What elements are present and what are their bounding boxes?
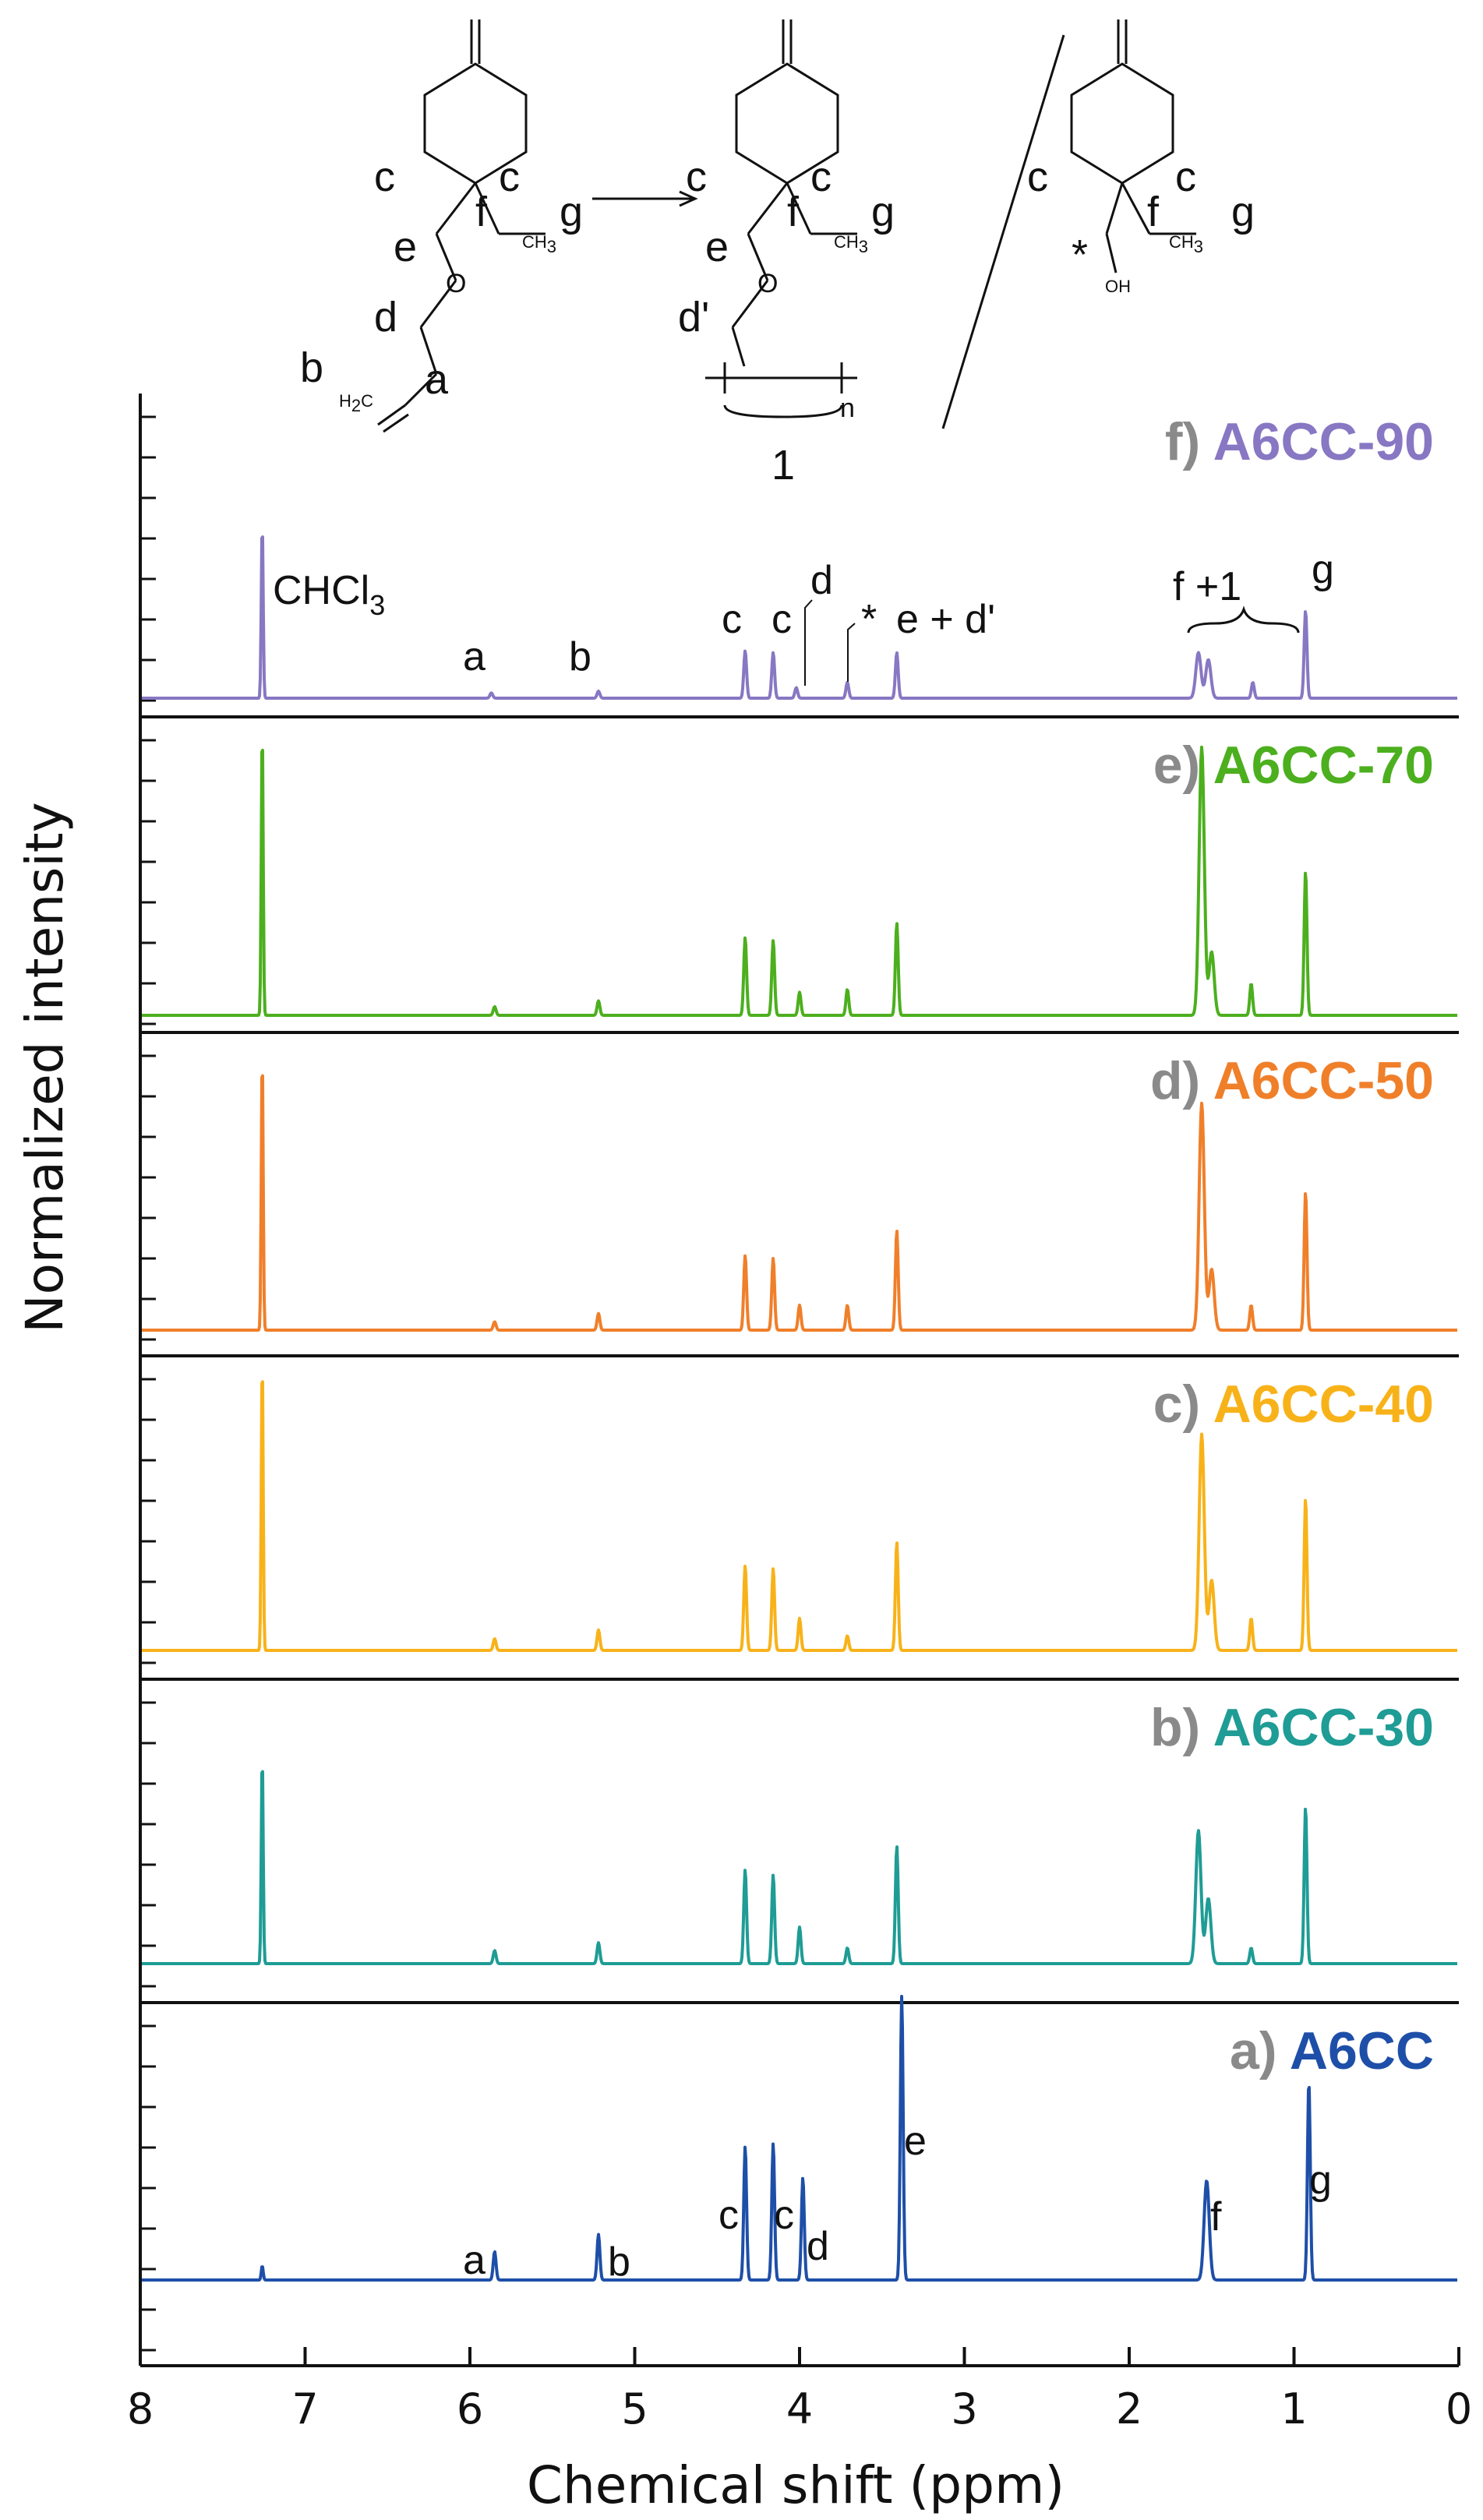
scheme-label: g <box>1231 189 1255 235</box>
panel-title-e: e) A6CC-70 <box>1153 736 1434 795</box>
h2c-label: H2C <box>339 391 373 415</box>
peak-label-c: c <box>719 2193 739 2238</box>
x-axis-title: Chemical shift (ppm) <box>527 2455 1065 2515</box>
x-tick-label: 8 <box>127 2384 154 2434</box>
scheme-label: b <box>300 344 323 391</box>
peak-label-g: g <box>1312 547 1334 592</box>
x-tick-label: 3 <box>951 2384 977 2434</box>
scheme-label: d <box>374 294 397 341</box>
panel-title-c: c) A6CC-40 <box>1153 1375 1434 1434</box>
peak-label-b: b <box>569 634 591 679</box>
scheme-label: c <box>686 154 707 200</box>
scheme-separator <box>941 34 1065 429</box>
peak-bracket <box>1187 605 1300 634</box>
x-tick-label: 6 <box>457 2384 483 2434</box>
scheme-label: g <box>871 189 895 235</box>
spectrum-line-c <box>141 1380 1458 1652</box>
scheme-label: f <box>1147 189 1160 235</box>
peak-label-c: c <box>774 2193 794 2238</box>
x-tick-label: 7 <box>291 2384 318 2434</box>
scheme-text: c c f g e d b a H2C CH3 O c c f g e d' C… <box>300 154 1255 489</box>
y-ticks <box>140 415 156 2352</box>
ch3-label: CH3 <box>1169 232 1203 256</box>
annotations-f: CHCl3 a b c c d * e + d' f +1 g <box>273 547 1334 686</box>
peak-label-b: b <box>608 2239 630 2285</box>
peak-label-g: g <box>1309 2158 1332 2203</box>
o-atom: O <box>446 269 466 298</box>
scheme-label: c <box>374 154 395 200</box>
peak-label-a: a <box>463 634 486 679</box>
repeat-n: n <box>840 394 855 423</box>
reaction-scheme <box>377 19 1196 433</box>
panel-title-a: a) A6CC <box>1230 2021 1434 2081</box>
x-tick-label: 1 <box>1280 2384 1307 2434</box>
peak-label-d: d <box>810 558 833 603</box>
panel-title-b: b) A6CC-30 <box>1150 1698 1434 1757</box>
x-tick-label: 5 <box>621 2384 648 2434</box>
x-tick-label: 4 <box>786 2384 813 2434</box>
scheme-label: a <box>425 356 449 403</box>
scheme-label: f <box>475 189 488 235</box>
x-ticks: 8 7 6 5 4 3 2 1 0 <box>127 2347 1472 2434</box>
peak-label-d: d <box>807 2224 829 2269</box>
annotations-a: a b c c d e f g <box>463 2119 1332 2285</box>
panel-title-f: f) A6CC-90 <box>1165 412 1434 471</box>
o-atom: O <box>757 269 778 298</box>
scheme-label: c <box>499 154 520 200</box>
leader-line <box>847 623 856 682</box>
peak-label-c: c <box>722 597 742 642</box>
peak-label-a: a <box>463 2238 486 2283</box>
oh-label: OH <box>1105 277 1131 296</box>
spectra <box>141 535 1458 2282</box>
scheme-label: c <box>810 154 832 200</box>
polymer-structure <box>705 19 857 418</box>
spectrum-line-f <box>141 535 1458 700</box>
x-tick-label: 2 <box>1116 2384 1142 2434</box>
panel-titles: f) A6CC-90 e) A6CC-70 d) A6CC-50 c) A6CC-40… <box>1150 412 1434 2081</box>
spectrum-line-a <box>141 1995 1458 2282</box>
peak-label-e-d: e + d' <box>896 597 995 642</box>
byproduct-structure <box>1070 19 1196 274</box>
scheme-label: c <box>1027 154 1048 200</box>
peak-label-f: f <box>1210 2194 1222 2239</box>
peak-label-c: c <box>772 597 792 642</box>
spectrum-line-e <box>141 745 1458 1017</box>
scheme-label: g <box>560 189 583 235</box>
spectrum-line-b <box>141 1770 1458 1965</box>
peak-label-f1: f +1 <box>1173 564 1241 609</box>
ch3-label: CH3 <box>834 232 868 256</box>
x-tick-label: 0 <box>1446 2384 1472 2434</box>
peak-label-e: e <box>904 2119 927 2164</box>
scheme-label: d' <box>678 294 709 341</box>
polymer-number: 1 <box>772 442 795 489</box>
ch3-label: CH3 <box>522 232 556 256</box>
solvent-peak-label: CHCl3 <box>273 568 385 621</box>
plot-frame: 8 7 6 5 4 3 2 1 0 <box>127 394 1472 2434</box>
scheme-label: e <box>705 224 729 270</box>
scheme-label: e <box>394 224 417 270</box>
peak-label-star: * <box>861 597 877 642</box>
scheme-label: f <box>787 189 800 235</box>
panel-separators <box>140 715 1459 2004</box>
panel-title-d: d) A6CC-50 <box>1150 1051 1434 1110</box>
monomer-structure <box>377 19 698 433</box>
spectrum-line-d <box>141 1074 1458 1332</box>
leader-line <box>804 599 813 686</box>
scheme-label: * <box>1072 231 1088 278</box>
scheme-label: c <box>1175 154 1196 200</box>
y-axis-title: Normalized intensity <box>15 802 75 1332</box>
